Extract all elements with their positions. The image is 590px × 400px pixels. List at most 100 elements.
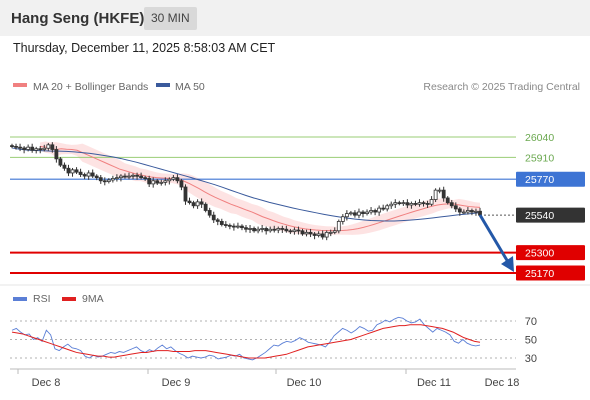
candle-body: [183, 186, 188, 202]
candle-body: [34, 148, 39, 151]
moving-averages: [11, 145, 481, 232]
ma50-legend-swatch: [156, 83, 170, 87]
candle-body: [119, 175, 123, 179]
candle-body: [22, 147, 27, 150]
level-label-25910: 25910: [525, 152, 554, 164]
candle-body: [401, 202, 406, 205]
rsi-tick-70: 70: [525, 316, 537, 328]
candle-body: [300, 230, 305, 235]
candle-body: [143, 177, 148, 180]
candle-body: [292, 229, 297, 232]
candle-body: [199, 201, 204, 205]
candle-body: [252, 228, 256, 232]
candle-body: [82, 174, 87, 177]
level-box-25300: [516, 245, 585, 261]
candle-body: [373, 210, 378, 213]
candle-body: [191, 202, 196, 207]
header-bar: Hang Seng (HKFE) 30 MIN: [0, 0, 590, 36]
candle-body: [131, 174, 135, 177]
candle-body: [449, 202, 454, 207]
candle-body: [409, 203, 414, 206]
candle-body: [417, 202, 422, 205]
candle-body: [453, 205, 458, 210]
candle-body: [106, 179, 111, 182]
rsi-line: [11, 316, 481, 361]
candlesticks: [10, 142, 482, 241]
candle-body: [268, 228, 273, 232]
candle-body: [215, 219, 220, 222]
candle-body: [171, 177, 176, 180]
candle-body: [46, 144, 51, 149]
candle-body: [288, 230, 293, 233]
candle-body: [66, 167, 71, 174]
candle-body: [155, 180, 160, 184]
timestamp: Thursday, December 11, 2025 8:58:03 AM C…: [13, 41, 276, 55]
ma50-line: [11, 147, 481, 222]
candle-body: [74, 169, 79, 173]
candle-body: [110, 178, 115, 181]
ma20-legend-swatch: [13, 83, 27, 87]
x-tick-label: Dec 18: [485, 377, 520, 389]
price-level-labels: 26040 25910 25770 25540 25300 25170: [516, 132, 585, 281]
candle-body: [223, 224, 228, 226]
candle-body: [276, 228, 281, 231]
candle-body: [470, 210, 474, 213]
candle-body: [78, 171, 83, 175]
ma50-legend-label: MA 50: [175, 81, 205, 93]
rsi-ma-line: [11, 324, 481, 359]
candle-body: [421, 202, 426, 205]
rsi-ma-legend-label: 9MA: [82, 293, 104, 305]
candle-body: [187, 200, 192, 204]
rsi-ma-legend-swatch: [62, 297, 76, 301]
bollinger-bands: [40, 141, 480, 235]
candle-body: [381, 207, 386, 210]
candle-body: [308, 231, 313, 235]
candle-body: [332, 230, 337, 233]
candle-body: [50, 144, 55, 150]
candle-body: [465, 210, 470, 213]
candle-body: [256, 228, 261, 232]
candle-body: [38, 148, 43, 151]
candle-body: [70, 169, 75, 174]
ma20-line: [39, 145, 481, 232]
candle-body: [361, 211, 365, 214]
candle-body: [231, 225, 236, 228]
x-tick-label: Dec 9: [162, 377, 191, 389]
candle-body: [413, 203, 418, 205]
candle-body: [54, 149, 59, 160]
candle-body: [445, 197, 450, 204]
candle-body: [264, 228, 269, 232]
candle-body: [425, 203, 430, 205]
candle-body: [211, 214, 216, 221]
candle-body: [14, 145, 18, 148]
candle-body: [296, 229, 301, 232]
candle-body: [175, 177, 180, 182]
candle-body: [102, 180, 107, 183]
rsi-legend-swatch: [13, 297, 27, 301]
candle-body: [312, 233, 317, 236]
candle-body: [179, 180, 184, 188]
candle-body: [405, 202, 410, 206]
candle-body: [114, 177, 119, 180]
candle-body: [369, 210, 373, 213]
candle-body: [393, 202, 398, 205]
ma20-legend-label: MA 20 + Bollinger Bands: [33, 81, 148, 93]
rsi-grid: 70 50 30: [10, 316, 537, 365]
candle-body: [135, 174, 139, 177]
candle-body: [284, 228, 289, 232]
level-label-26040: 26040: [525, 132, 554, 144]
level-box-25770: [516, 171, 585, 187]
level-box-25170: [516, 265, 585, 281]
candle-body: [304, 231, 309, 235]
interval-button[interactable]: 30 MIN: [144, 7, 197, 30]
level-label-25300: 25300: [525, 248, 554, 260]
candle-body: [461, 211, 466, 214]
candle-body: [280, 228, 285, 230]
candle-body: [385, 205, 390, 210]
candle-body: [248, 228, 252, 230]
candle-body: [123, 175, 127, 178]
x-tick-label: Dec 11: [417, 377, 451, 389]
forecast-arrow: [478, 214, 514, 272]
x-tick-label: Dec 10: [287, 377, 322, 389]
